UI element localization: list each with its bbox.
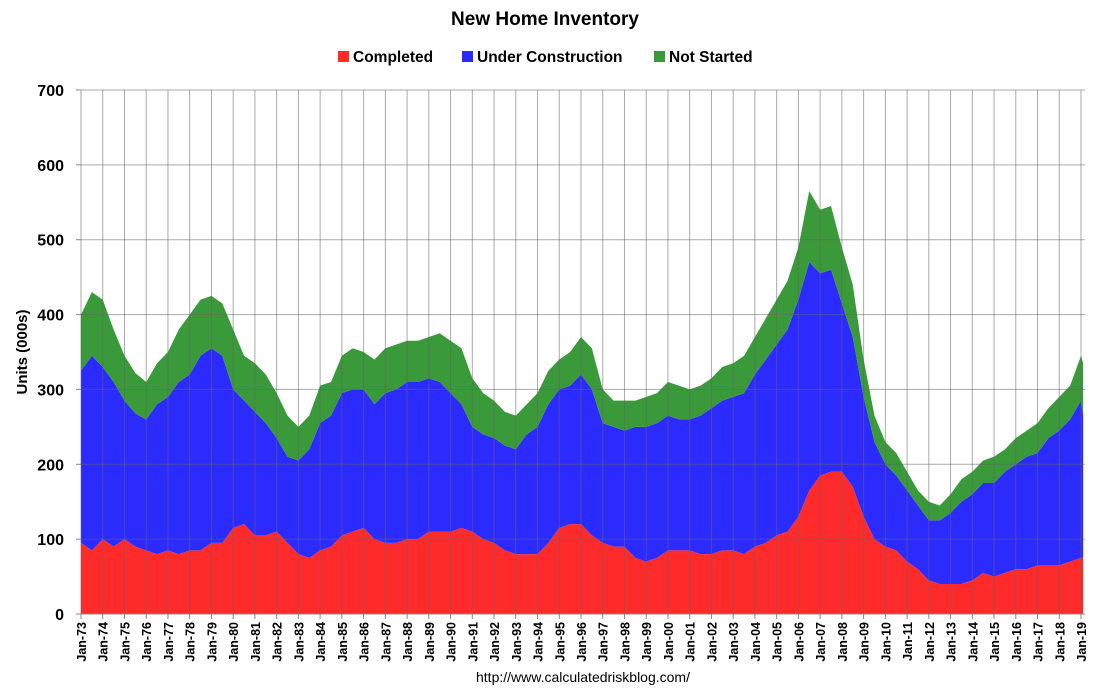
x-axis-ticks: Jan-73 Jan-74 Jan-75 Jan-76 Jan-77 Jan-78 Jan-… <box>75 614 1089 662</box>
x-tick-label: Jan-92 <box>488 622 502 662</box>
x-tick-label: Jan-81 <box>249 622 263 662</box>
y-tick-label: 100 <box>37 532 64 549</box>
x-tick-label: Jan-86 <box>358 622 372 662</box>
x-tick-label: Jan-13 <box>945 622 959 662</box>
x-tick-label: Jan-16 <box>1010 622 1024 662</box>
y-tick-label: 600 <box>37 158 64 175</box>
y-tick-label: 0 <box>55 607 64 624</box>
gridlines-overlay <box>80 89 1085 615</box>
area-under-construction <box>81 262 1084 585</box>
x-tick-label: Jan-98 <box>618 622 632 662</box>
x-tick-label: Jan-04 <box>749 622 763 662</box>
x-tick-label: Jan-12 <box>923 622 937 662</box>
x-tick-label: Jan-87 <box>379 622 393 662</box>
x-tick-label: Jan-00 <box>662 622 676 662</box>
legend-swatch <box>462 51 473 62</box>
x-tick-label: Jan-99 <box>640 622 654 662</box>
x-tick-label: Jan-75 <box>118 622 132 662</box>
source-url: http://www.calculatedriskblog.com/ <box>476 669 690 685</box>
y-tick-label: 500 <box>37 233 64 250</box>
x-tick-label: Jan-10 <box>879 622 893 662</box>
y-tick-label: 700 <box>37 83 64 100</box>
x-tick-label: Jan-80 <box>227 622 241 662</box>
y-tick-label: 300 <box>37 382 64 399</box>
y-tick-label: 200 <box>37 457 64 474</box>
x-tick-label: Jan-89 <box>423 622 437 662</box>
x-tick-label: Jan-07 <box>814 622 828 662</box>
y-tick-label: 400 <box>37 308 64 325</box>
x-tick-label: Jan-05 <box>771 622 785 662</box>
x-tick-label: Jan-76 <box>140 622 154 662</box>
x-tick-label: Jan-88 <box>401 622 415 662</box>
x-tick-label: Jan-84 <box>314 622 328 662</box>
x-tick-label: Jan-95 <box>553 622 567 662</box>
x-tick-label: Jan-85 <box>336 622 350 662</box>
x-tick-label: Jan-73 <box>75 622 89 662</box>
x-tick-label: Jan-14 <box>966 622 980 662</box>
x-tick-label: Jan-97 <box>597 622 611 662</box>
x-tick-label: Jan-08 <box>836 622 850 662</box>
x-tick-label: Jan-15 <box>988 622 1002 662</box>
legend-label: Completed <box>353 49 433 66</box>
x-tick-label: Jan-82 <box>271 622 285 662</box>
x-tick-label: Jan-09 <box>858 622 872 662</box>
area-completed <box>81 471 1084 614</box>
legend: Completed Under Construction Not Started <box>338 49 753 66</box>
x-tick-label: Jan-06 <box>792 622 806 662</box>
chart-title: New Home Inventory <box>451 9 639 30</box>
x-tick-label: Jan-94 <box>532 622 546 662</box>
x-tick-label: Jan-96 <box>575 622 589 662</box>
x-tick-label: Jan-01 <box>684 622 698 662</box>
x-tick-label: Jan-17 <box>1032 622 1046 662</box>
x-tick-label: Jan-02 <box>705 622 719 662</box>
x-tick-label: Jan-83 <box>292 622 306 662</box>
x-tick-label: Jan-19 <box>1075 622 1089 662</box>
x-tick-label: Jan-79 <box>205 622 219 662</box>
x-tick-label: Jan-11 <box>901 622 915 661</box>
x-tick-label: Jan-90 <box>445 622 459 662</box>
y-axis-ticks: 0 100 200 300 400 500 600 700 <box>37 83 81 624</box>
x-tick-label: Jan-78 <box>184 622 198 662</box>
y-axis-label: Units (000s) <box>14 309 31 394</box>
x-tick-label: Jan-03 <box>727 622 741 662</box>
stacked-areas <box>81 191 1084 614</box>
legend-swatch <box>338 51 349 62</box>
x-tick-label: Jan-93 <box>510 622 524 662</box>
area-not-started <box>81 191 1084 521</box>
legend-label: Under Construction <box>477 49 623 66</box>
x-tick-label: Jan-77 <box>162 622 176 662</box>
x-tick-label: Jan-18 <box>1053 622 1067 662</box>
legend-swatch <box>654 51 665 62</box>
x-tick-label: Jan-91 <box>466 622 480 662</box>
x-tick-label: Jan-74 <box>97 622 111 662</box>
legend-label: Not Started <box>669 49 753 66</box>
